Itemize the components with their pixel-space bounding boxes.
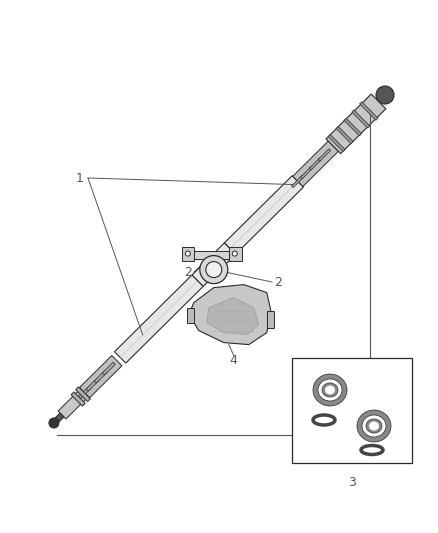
Polygon shape bbox=[78, 386, 91, 399]
Polygon shape bbox=[344, 118, 361, 136]
Ellipse shape bbox=[200, 256, 228, 284]
Ellipse shape bbox=[369, 422, 379, 431]
Polygon shape bbox=[224, 176, 304, 254]
Polygon shape bbox=[192, 243, 236, 286]
Ellipse shape bbox=[206, 262, 222, 278]
Polygon shape bbox=[50, 413, 64, 426]
Polygon shape bbox=[76, 387, 90, 401]
Ellipse shape bbox=[232, 251, 237, 256]
Polygon shape bbox=[80, 356, 122, 398]
Polygon shape bbox=[189, 285, 271, 345]
Bar bbox=[292, 358, 412, 463]
Polygon shape bbox=[267, 311, 274, 328]
Polygon shape bbox=[86, 378, 99, 391]
Polygon shape bbox=[114, 275, 203, 363]
Polygon shape bbox=[328, 134, 345, 151]
Ellipse shape bbox=[49, 418, 59, 428]
Text: 1: 1 bbox=[76, 172, 84, 184]
Text: 2: 2 bbox=[274, 276, 282, 288]
Ellipse shape bbox=[376, 86, 394, 104]
Polygon shape bbox=[58, 390, 87, 419]
Ellipse shape bbox=[313, 374, 347, 406]
Ellipse shape bbox=[366, 419, 382, 433]
Ellipse shape bbox=[362, 415, 386, 437]
Polygon shape bbox=[336, 126, 353, 144]
Polygon shape bbox=[293, 141, 339, 187]
Ellipse shape bbox=[322, 383, 338, 397]
Polygon shape bbox=[360, 102, 378, 120]
Polygon shape bbox=[300, 166, 313, 179]
Polygon shape bbox=[182, 251, 242, 259]
Ellipse shape bbox=[325, 385, 335, 394]
Text: 2: 2 bbox=[184, 265, 192, 279]
Polygon shape bbox=[326, 94, 386, 154]
Polygon shape bbox=[292, 175, 304, 188]
Polygon shape bbox=[207, 297, 259, 335]
Polygon shape bbox=[187, 308, 194, 322]
Polygon shape bbox=[229, 247, 242, 261]
Polygon shape bbox=[352, 110, 370, 128]
Ellipse shape bbox=[318, 379, 342, 401]
Text: 4: 4 bbox=[230, 354, 238, 367]
Ellipse shape bbox=[357, 410, 391, 442]
Polygon shape bbox=[94, 370, 107, 383]
Polygon shape bbox=[182, 247, 194, 261]
Polygon shape bbox=[102, 362, 115, 375]
Ellipse shape bbox=[185, 251, 190, 256]
Polygon shape bbox=[71, 392, 85, 406]
Polygon shape bbox=[318, 149, 331, 161]
Polygon shape bbox=[309, 158, 322, 170]
Text: 3: 3 bbox=[348, 477, 356, 489]
